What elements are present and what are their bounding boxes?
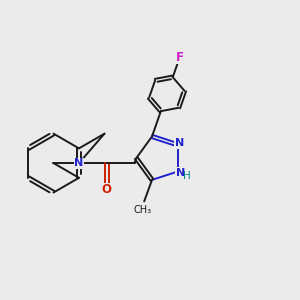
Text: F: F (176, 51, 184, 64)
Text: N: N (176, 168, 185, 178)
Text: O: O (102, 183, 112, 196)
Text: H: H (184, 170, 191, 181)
Text: CH₃: CH₃ (134, 205, 152, 215)
Text: N: N (175, 139, 184, 148)
Text: N: N (74, 158, 84, 168)
